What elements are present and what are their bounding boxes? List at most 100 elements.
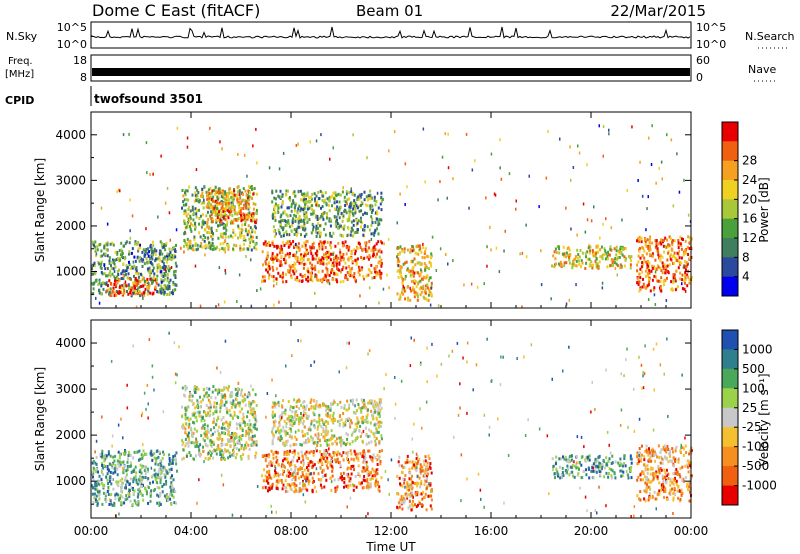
velocity-cell bbox=[225, 449, 228, 453]
power-cell bbox=[146, 292, 149, 296]
power-cell bbox=[289, 214, 292, 218]
power-cell bbox=[292, 217, 295, 221]
power-cell bbox=[183, 250, 185, 254]
power-cell bbox=[189, 222, 192, 226]
power-cell bbox=[655, 244, 658, 248]
velocity-cell bbox=[332, 402, 335, 406]
velocity-cell bbox=[293, 415, 296, 419]
power-cell bbox=[364, 247, 367, 251]
velocity-cell bbox=[340, 436, 342, 440]
velocity-cell bbox=[131, 488, 134, 492]
velocity-cell bbox=[218, 390, 221, 394]
power-cell bbox=[220, 191, 222, 195]
power-cell bbox=[648, 280, 651, 284]
power-cell bbox=[651, 254, 654, 258]
power-cell bbox=[397, 264, 399, 268]
velocity-cell bbox=[359, 482, 362, 486]
power-cell bbox=[175, 243, 177, 247]
velocity-cell bbox=[331, 434, 334, 438]
velocity-cell bbox=[265, 453, 268, 457]
velocity-cell bbox=[334, 490, 337, 493]
power-cell bbox=[233, 212, 236, 215]
velocity-cell bbox=[223, 387, 226, 391]
velocity-cell bbox=[240, 443, 243, 447]
power-cell bbox=[287, 206, 290, 210]
velocity-cell bbox=[300, 450, 303, 454]
velocity-cell bbox=[184, 438, 187, 441]
power-cell bbox=[216, 216, 219, 220]
power-cell bbox=[318, 258, 321, 262]
power-cell bbox=[330, 234, 333, 238]
velocity-cell bbox=[268, 462, 271, 466]
power-cell bbox=[336, 193, 339, 197]
velocity-cell bbox=[310, 419, 313, 423]
power-cell bbox=[142, 291, 145, 295]
velocity-cell bbox=[371, 459, 374, 463]
power-cell bbox=[230, 191, 233, 195]
velocity-cell bbox=[271, 484, 274, 488]
power-cell bbox=[342, 234, 344, 238]
velocity-cell bbox=[212, 420, 215, 424]
power-cell bbox=[297, 217, 300, 221]
power-cell bbox=[311, 212, 314, 216]
power-cell bbox=[411, 288, 414, 292]
velocity-cell bbox=[340, 405, 343, 409]
power-cell bbox=[336, 259, 338, 263]
velocity-cell bbox=[242, 412, 245, 416]
power-cell bbox=[427, 279, 430, 283]
power-cell bbox=[424, 180, 426, 184]
power-cell bbox=[191, 244, 194, 248]
power-cell bbox=[158, 252, 161, 256]
power-cell bbox=[652, 288, 655, 292]
velocity-cell bbox=[341, 438, 344, 442]
velocity-cell bbox=[281, 405, 284, 409]
power-cell bbox=[279, 189, 282, 193]
power-cell bbox=[261, 279, 264, 283]
velocity-cell bbox=[228, 451, 231, 455]
power-cell bbox=[465, 132, 468, 136]
power-cell bbox=[424, 268, 427, 272]
power-cell bbox=[171, 254, 174, 257]
power-cell bbox=[399, 245, 402, 249]
power-cell bbox=[193, 235, 196, 239]
power-cell bbox=[565, 255, 568, 259]
power-cell bbox=[252, 240, 255, 244]
velocity-cell bbox=[356, 416, 359, 420]
power-cell bbox=[135, 282, 138, 286]
power-cell bbox=[152, 280, 154, 284]
power-cell bbox=[128, 283, 130, 287]
velocity-cell bbox=[347, 484, 350, 488]
velocity-cell bbox=[124, 486, 127, 490]
power-cell bbox=[92, 243, 95, 247]
velocity-cell bbox=[140, 471, 143, 475]
velocity-cell bbox=[157, 455, 160, 459]
power-cell bbox=[326, 279, 329, 283]
power-cell bbox=[219, 212, 222, 216]
power-cell bbox=[662, 244, 665, 248]
power-cell bbox=[103, 246, 106, 250]
power-cell bbox=[680, 237, 683, 241]
velocity-cell bbox=[198, 448, 201, 452]
power-cell bbox=[586, 250, 589, 254]
power-cell bbox=[319, 261, 322, 265]
power-cell bbox=[402, 284, 404, 288]
velocity-cell bbox=[221, 426, 224, 430]
velocity-cell bbox=[208, 414, 211, 418]
power-cell bbox=[545, 176, 548, 180]
power-cell bbox=[285, 189, 288, 193]
power-cell bbox=[683, 178, 685, 182]
power-cell bbox=[98, 281, 101, 285]
velocity-cell bbox=[102, 455, 105, 459]
velocity-cell bbox=[226, 424, 229, 428]
power-cell bbox=[103, 244, 106, 248]
power-cell bbox=[286, 252, 289, 256]
power-cell bbox=[220, 220, 223, 224]
velocity-cell bbox=[112, 487, 115, 491]
power-cell bbox=[116, 252, 119, 256]
velocity-cell bbox=[170, 502, 173, 506]
velocity-cell bbox=[222, 456, 225, 460]
power-cell bbox=[640, 265, 643, 269]
velocity-cell bbox=[254, 427, 257, 430]
velocity-cell bbox=[312, 451, 315, 454]
power-cell bbox=[309, 261, 312, 265]
